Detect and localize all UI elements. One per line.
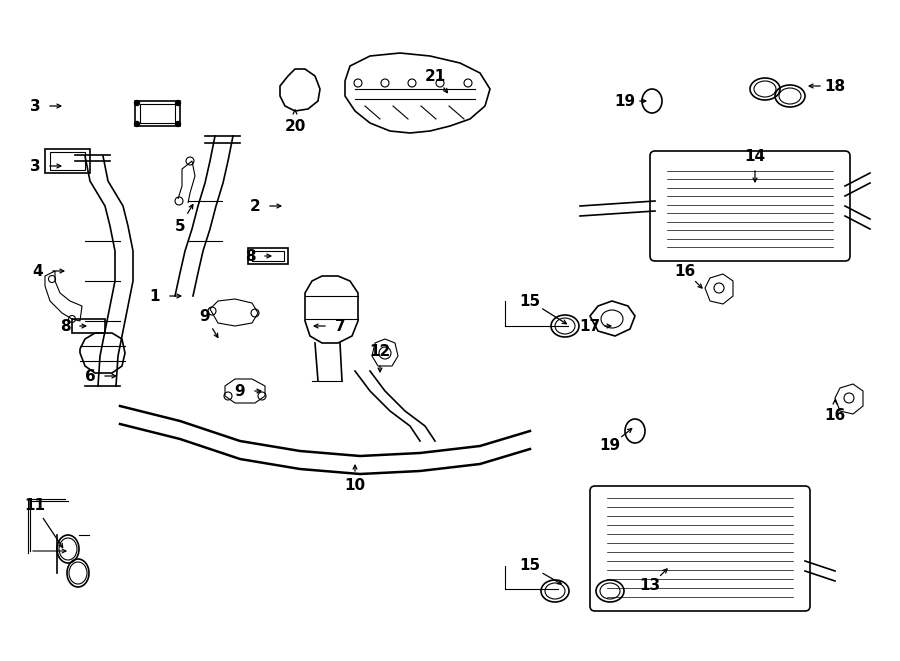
Text: 4: 4 — [32, 264, 43, 278]
Text: 6: 6 — [85, 368, 95, 383]
Circle shape — [134, 100, 140, 106]
Text: 14: 14 — [744, 149, 766, 163]
Text: 15: 15 — [519, 559, 541, 574]
Text: 19: 19 — [599, 438, 621, 453]
Text: 1: 1 — [149, 288, 160, 303]
Text: 3: 3 — [30, 159, 40, 173]
Text: 17: 17 — [580, 319, 600, 334]
Text: 9: 9 — [200, 309, 211, 323]
Text: 13: 13 — [639, 578, 661, 594]
Text: 9: 9 — [235, 383, 246, 399]
Text: 7: 7 — [335, 319, 346, 334]
Circle shape — [134, 122, 140, 126]
Circle shape — [176, 100, 181, 106]
Text: 12: 12 — [369, 344, 391, 358]
Text: 8: 8 — [59, 319, 70, 334]
Text: 18: 18 — [824, 79, 846, 93]
Text: 5: 5 — [175, 219, 185, 233]
Text: 11: 11 — [24, 498, 46, 514]
Text: 16: 16 — [824, 408, 846, 424]
Text: 10: 10 — [345, 479, 365, 494]
Text: 19: 19 — [615, 93, 635, 108]
Text: 21: 21 — [425, 69, 446, 83]
Text: 20: 20 — [284, 118, 306, 134]
Text: 3: 3 — [30, 98, 40, 114]
Text: 15: 15 — [519, 293, 541, 309]
Text: 16: 16 — [674, 264, 696, 278]
Text: 2: 2 — [249, 198, 260, 214]
Text: 8: 8 — [245, 249, 256, 264]
Circle shape — [176, 122, 181, 126]
